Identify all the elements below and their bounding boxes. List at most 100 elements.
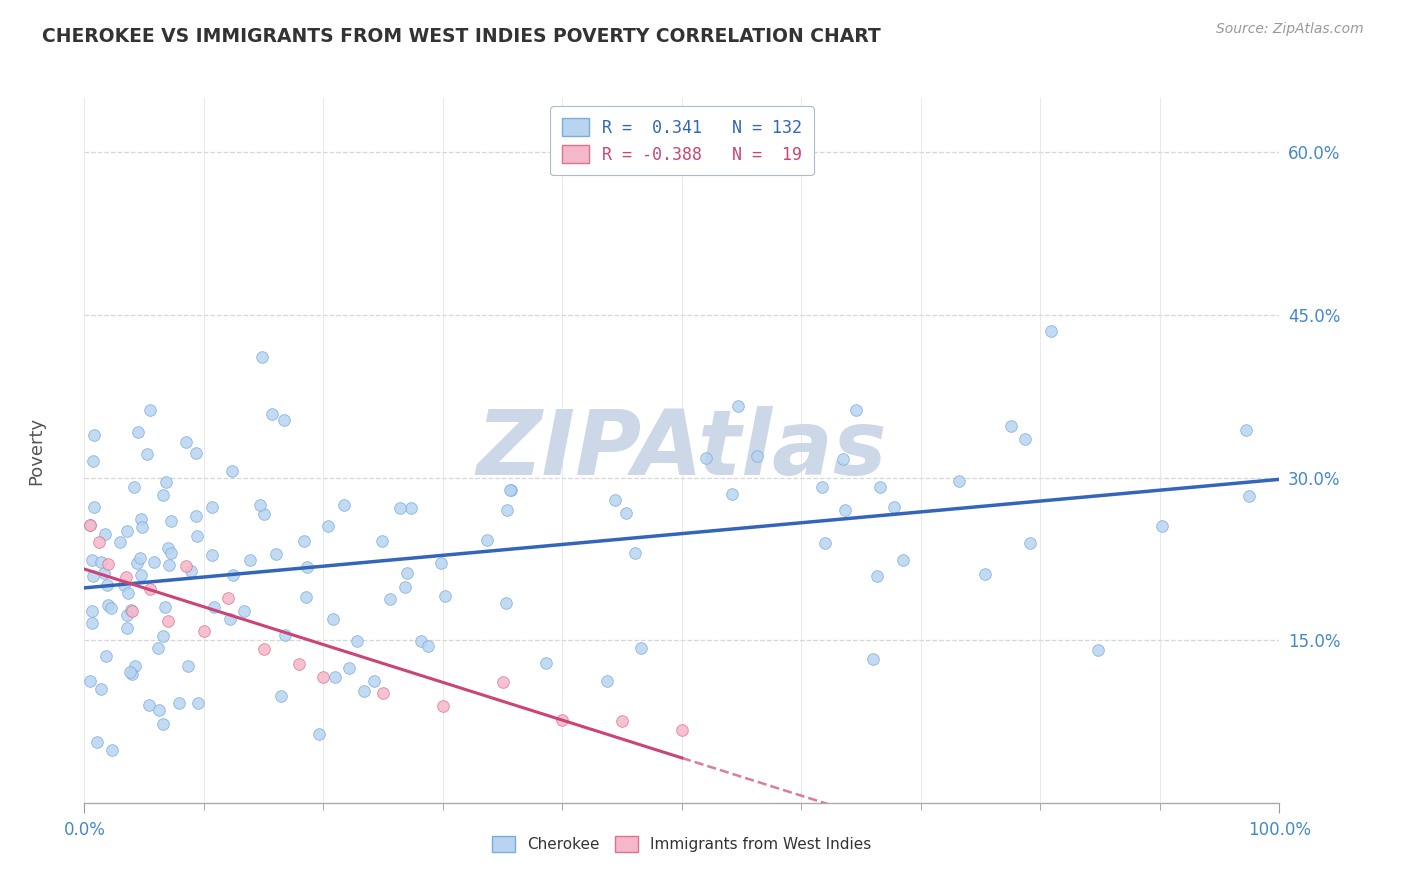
Point [274, 628, 297, 642]
Point [120, 603, 142, 617]
Point [1087, 643, 1109, 657]
Point [117, 586, 139, 600]
Point [101, 743, 124, 757]
Point [159, 514, 181, 528]
Point [135, 447, 157, 461]
Point [1019, 536, 1042, 550]
Point [79, 674, 101, 689]
Point [862, 652, 884, 666]
Point [1014, 433, 1036, 447]
Point [499, 483, 522, 497]
Point [612, 714, 634, 728]
Point [831, 451, 853, 466]
Point [883, 500, 905, 514]
Point [891, 553, 914, 567]
Point [811, 480, 834, 494]
Point [174, 559, 197, 574]
Point [139, 402, 162, 417]
Point [720, 486, 742, 500]
Point [82, 454, 104, 468]
Point [96, 578, 118, 592]
Point [534, 656, 557, 670]
Point [217, 591, 239, 605]
Point [630, 641, 652, 656]
Point [399, 501, 422, 516]
Point [131, 520, 153, 534]
Point [671, 723, 693, 738]
Point [973, 566, 995, 581]
Point [146, 641, 169, 656]
Point [308, 726, 330, 740]
Point [492, 675, 515, 690]
Point [433, 589, 456, 603]
Point [174, 434, 197, 449]
Point [79, 517, 101, 532]
Point [83, 428, 105, 442]
Point [152, 488, 174, 502]
Point [233, 604, 256, 618]
Point [253, 507, 276, 521]
Point [122, 480, 145, 494]
Point [264, 547, 287, 561]
Point [745, 449, 768, 463]
Point [94, 648, 117, 663]
Point [595, 673, 617, 688]
Point [496, 503, 519, 517]
Point [270, 689, 292, 703]
Point [124, 659, 146, 673]
Point [221, 567, 243, 582]
Point [477, 533, 499, 548]
Point [82, 604, 104, 618]
Point [120, 665, 142, 679]
Point [727, 400, 749, 414]
Point [866, 569, 889, 583]
Point [221, 464, 243, 478]
Point [167, 696, 190, 710]
Point [430, 557, 453, 571]
Point [323, 670, 346, 684]
Point [1237, 489, 1260, 503]
Point [202, 600, 225, 615]
Point [219, 612, 242, 626]
Point [273, 412, 295, 426]
Point [117, 621, 139, 635]
Point [614, 506, 637, 520]
Point [80, 553, 103, 567]
Point [155, 600, 177, 615]
Point [177, 659, 200, 673]
Point [948, 474, 970, 488]
Point [184, 446, 207, 460]
Point [603, 492, 626, 507]
Point [623, 546, 645, 560]
Point [86, 735, 108, 749]
Point [115, 524, 138, 538]
Point [79, 518, 101, 533]
Point [127, 425, 149, 439]
Point [90, 555, 112, 569]
Point [97, 558, 120, 572]
Point [157, 541, 180, 555]
Point [157, 558, 180, 573]
Point [112, 578, 135, 592]
Text: CHEROKEE VS IMMIGRANTS FROM WEST INDIES POVERTY CORRELATION CHART: CHEROKEE VS IMMIGRANTS FROM WEST INDIES … [42, 27, 882, 45]
Point [378, 592, 401, 607]
Point [292, 534, 315, 549]
Point [139, 582, 162, 596]
Point [138, 698, 160, 712]
Point [129, 512, 152, 526]
Point [83, 500, 105, 515]
Point [180, 564, 202, 578]
Point [186, 509, 208, 524]
Point [121, 604, 143, 618]
Point [250, 350, 273, 364]
Point [128, 550, 150, 565]
Point [814, 536, 837, 550]
Point [416, 639, 439, 653]
Point [90, 681, 112, 696]
Point [295, 560, 318, 574]
Point [260, 407, 283, 421]
Point [288, 657, 311, 672]
Text: ZIPAtlas: ZIPAtlas [477, 407, 887, 494]
Point [121, 666, 143, 681]
Point [396, 566, 419, 580]
